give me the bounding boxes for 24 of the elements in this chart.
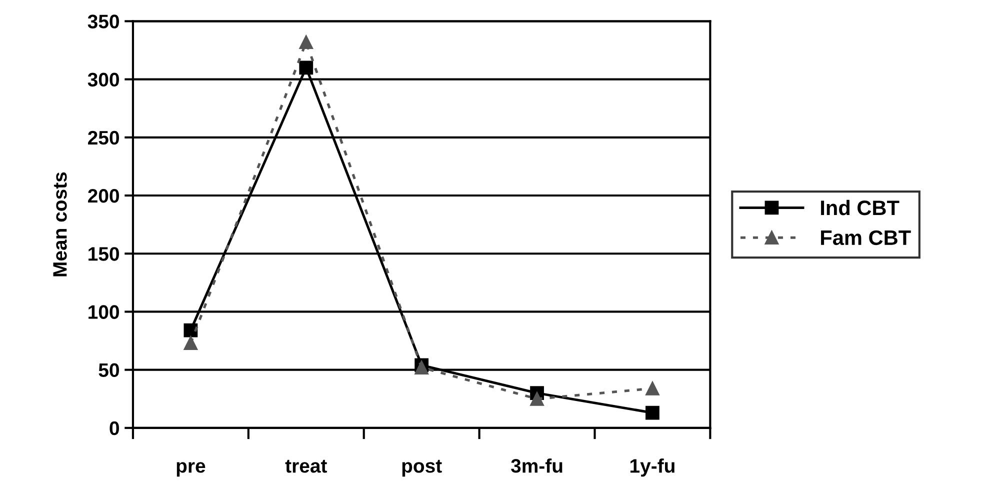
point	[299, 35, 314, 50]
y-tick-label: 200	[88, 188, 119, 203]
x-tick-label: post	[402, 460, 442, 477]
x-tick-label: pre	[176, 462, 206, 477]
point	[414, 360, 429, 374]
x-tick-label: 3m-fu	[511, 458, 562, 473]
y-axis-title: Mean costs	[53, 172, 67, 276]
y-tick-label: 50	[98, 363, 119, 378]
point	[299, 60, 314, 75]
y-tick-label: 350	[88, 14, 119, 28]
legend-label: Ind CBT	[821, 200, 900, 216]
y-tick-label: 250	[88, 130, 119, 145]
point	[646, 406, 660, 420]
y-tick-label: 150	[88, 247, 119, 261]
point	[184, 323, 198, 338]
x-tick-label: 1y-fu	[630, 458, 674, 477]
point	[184, 336, 198, 350]
x-tick-label: treat	[285, 460, 327, 473]
point	[646, 381, 660, 396]
point	[530, 392, 544, 406]
y-tick-label: 0	[110, 421, 119, 436]
legend-label: Fam CBT	[821, 230, 911, 246]
y-tick-label: 300	[88, 72, 119, 87]
y-tick-label: 100	[88, 305, 119, 319]
